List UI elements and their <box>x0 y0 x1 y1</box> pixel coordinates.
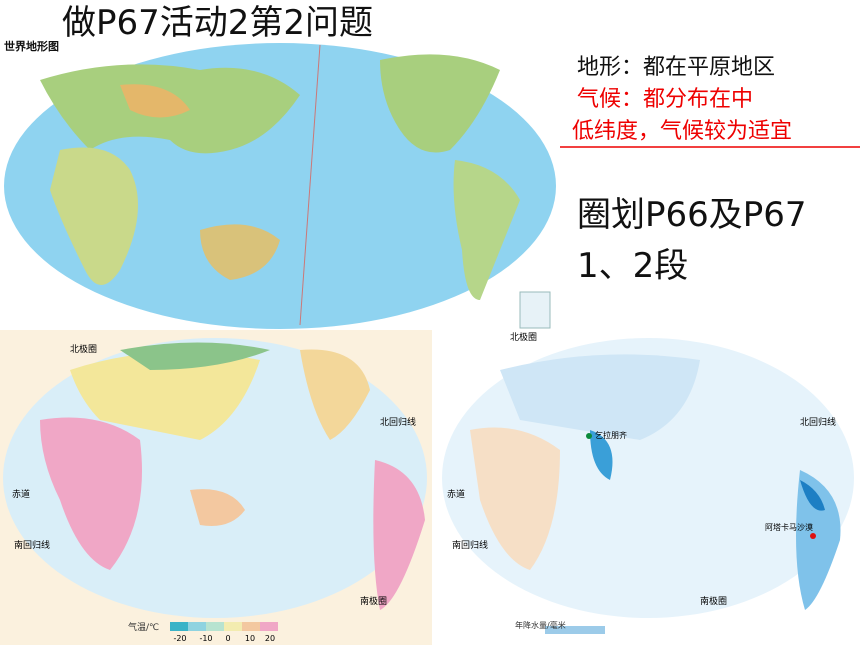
legend-tick: -20 <box>173 634 186 643</box>
task: 1、2段 <box>577 246 688 286</box>
map-label: 南极圈 <box>360 595 387 607</box>
slide-title: 做P67活动2第2问题 <box>62 3 373 43</box>
map-label: 北回归线 <box>380 416 416 428</box>
precipitation-map: 年降水量/毫米 乞拉朋齐 阿塔卡马沙漠 北极圈 北回归线 赤道 南回归线 南极圈 <box>442 331 854 634</box>
map-annotation: 阿塔卡马沙漠 <box>765 522 813 532</box>
legend-tick: 20 <box>265 634 275 643</box>
map-title: 世界地形图 <box>4 39 59 53</box>
map-label: 南回归线 <box>14 539 50 551</box>
topographic-map: 世界地形图 <box>4 39 556 329</box>
legend-title: 年降水量/毫米 <box>515 620 566 630</box>
temperature-map: 气温/℃ -20 -10 0 10 20 北极圈 北回归线 赤道 南回归线 南极… <box>0 330 432 645</box>
map-label: 赤道 <box>447 488 465 500</box>
task: 圈划P66及P67 <box>577 195 807 235</box>
map-label: 北回归线 <box>800 416 836 428</box>
map-label: 北极圈 <box>70 343 97 355</box>
legend-title: 气温/℃ <box>128 621 159 633</box>
legend-tick: 0 <box>225 634 230 643</box>
map-annotation: 乞拉朋齐 <box>595 430 627 440</box>
legend-tick: -10 <box>199 634 212 643</box>
map-label: 赤道 <box>12 488 30 500</box>
map-label: 南极圈 <box>700 595 727 607</box>
note: 气候：都分布在中 <box>577 87 753 112</box>
note: 低纬度，气候较为适宜 <box>572 119 792 144</box>
map-label: 北极圈 <box>510 331 537 343</box>
note: 地形：都在平原地区 <box>577 55 775 80</box>
legend-tick: 10 <box>245 634 255 643</box>
map-label: 南回归线 <box>452 539 488 551</box>
